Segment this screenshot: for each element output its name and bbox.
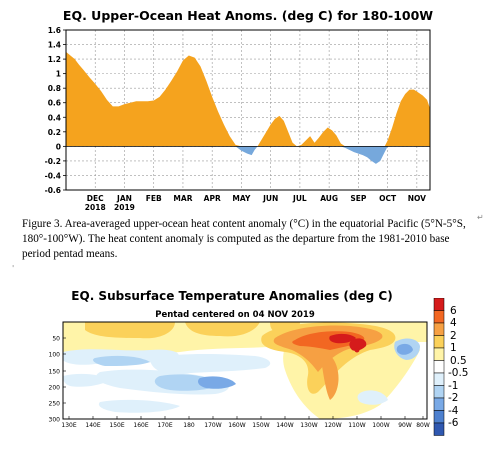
- colorbar-swatch: [433, 422, 445, 436]
- x-tick-label: 170W: [204, 422, 221, 429]
- chart-frame: [62, 321, 428, 420]
- paragraph-mark: ↵: [477, 213, 483, 222]
- chart-area-series: [66, 51, 430, 164]
- colorbar-swatch: [433, 372, 445, 386]
- y-tick-label: 200: [49, 385, 61, 392]
- colorbar-label: -1: [448, 379, 459, 392]
- y-tick-label: 0.4: [48, 113, 61, 122]
- y-tick-label: 0.6: [48, 99, 61, 108]
- y-tick-label: 1.2: [48, 55, 61, 64]
- x-tick-label: 150W: [252, 422, 269, 429]
- x-axis-ticks: 130E 140E 150E 160E 170E 180 170W 160W 150W 140W 1…: [61, 416, 430, 429]
- x-tick-label: 110W: [348, 422, 365, 429]
- colorbar-swatch: [433, 322, 445, 336]
- x-tick-label: AUG: [320, 194, 338, 203]
- chart-title: EQ. Upper-Ocean Heat Anoms. (deg C) for …: [63, 8, 433, 23]
- y-tick-label: 1: [56, 70, 61, 79]
- x-tick-label: DEC: [87, 194, 104, 203]
- x-tick-label: 80W: [416, 422, 430, 429]
- x-tick-label: FEB: [146, 194, 162, 203]
- y-tick-label: 0.8: [48, 84, 61, 93]
- colorbar-swatch: [433, 410, 445, 424]
- chart-title: EQ. Subsurface Temperature Anomalies (de…: [71, 289, 392, 303]
- colorbar-label: 0.5: [450, 354, 467, 367]
- x-tick-label: 150E: [109, 422, 124, 429]
- x-tick-label: 100W: [372, 422, 389, 429]
- y-tick-label: 1.4: [48, 41, 61, 50]
- x-tick-sublabel: 2018: [85, 203, 106, 212]
- colorbar-labels: 6 4 2 1 0.5 -0.5 -1 -2 -4 -6: [448, 298, 483, 448]
- y-tick-label: 100: [49, 352, 61, 359]
- x-tick-label: MAY: [232, 194, 251, 203]
- positive-anomaly-area: [66, 51, 430, 147]
- colorbar-label: 4: [450, 317, 457, 329]
- colorbar-label: -0.5: [448, 367, 469, 379]
- x-tick-label: SEP: [350, 194, 367, 203]
- x-tick-label: 140W: [276, 422, 293, 429]
- colorbar-label: -6: [448, 417, 459, 429]
- y-tick-label: 0: [56, 142, 61, 151]
- x-tick-label: 160E: [133, 422, 148, 429]
- y-tick-label: 1.6: [48, 26, 61, 35]
- colorbar-label: -4: [448, 404, 459, 417]
- y-tick-label: -0.6: [45, 186, 61, 195]
- y-axis-ticks: 1.6 1.4 1.2 1 0.8 0.6 0.4 0.2 0 -0.2 -0.4 -0.6: [45, 26, 66, 195]
- x-tick-label: 180: [183, 422, 195, 429]
- y-tick-label: -0.4: [45, 171, 61, 180]
- x-tick-label: 140E: [85, 422, 100, 429]
- colorbar-label: 1: [450, 342, 457, 354]
- x-tick-label: 90W: [398, 422, 412, 429]
- y-tick-label: 0.2: [48, 128, 61, 137]
- x-tick-label: 130W: [300, 422, 317, 429]
- colorbar-label: 2: [450, 329, 457, 342]
- colorbar-swatch: [433, 347, 445, 361]
- y-tick-label: 250: [49, 401, 61, 408]
- colorbar-swatch: [433, 310, 445, 324]
- x-tick-label: JUL: [292, 194, 307, 203]
- colorbar-swatch: [433, 335, 445, 349]
- x-tick-sublabel: 2019: [114, 203, 135, 212]
- colorbar-swatch: [433, 397, 445, 411]
- colorbar-swatch: [433, 298, 445, 311]
- x-tick-label: JAN: [116, 194, 132, 203]
- stray-mark: ': [12, 264, 15, 273]
- x-tick-label: JUN: [262, 194, 278, 203]
- x-tick-label: 170E: [157, 422, 172, 429]
- x-tick-label: APR: [204, 194, 221, 203]
- chart-subtitle: Pentad centered on 04 NOV 2019: [155, 310, 315, 320]
- anomaly-field: [63, 322, 427, 419]
- x-tick-label: OCT: [379, 194, 397, 203]
- heat-content-chart: EQ. Upper-Ocean Heat Anoms. (deg C) for …: [45, 8, 434, 212]
- colorbar-label: -2: [448, 392, 459, 404]
- y-tick-label: 150: [49, 369, 61, 376]
- colorbar: [433, 298, 445, 436]
- colorbar-label: 6: [450, 304, 457, 317]
- chart-frame: [65, 29, 431, 191]
- x-tick-label: MAR: [173, 194, 192, 203]
- y-axis-ticks: 50 100 150 200 250 300: [49, 336, 66, 424]
- figure-caption: Figure 3. Area-averaged upper-ocean heat…: [22, 218, 466, 260]
- y-tick-label: 50: [52, 336, 60, 343]
- x-tick-label: 120W: [324, 422, 341, 429]
- x-tick-label: 130E: [61, 422, 76, 429]
- negative-anomaly-area: [66, 146, 430, 164]
- subsurface-anomaly-chart: EQ. Subsurface Temperature Anomalies (de…: [49, 289, 430, 429]
- x-tick-label: NOV: [408, 194, 426, 203]
- x-tick-label: 160W: [228, 422, 245, 429]
- colorbar-swatch: [433, 385, 445, 399]
- y-tick-label: 300: [49, 417, 61, 424]
- y-tick-label: -0.2: [45, 157, 61, 166]
- colorbar-swatch: [433, 360, 445, 374]
